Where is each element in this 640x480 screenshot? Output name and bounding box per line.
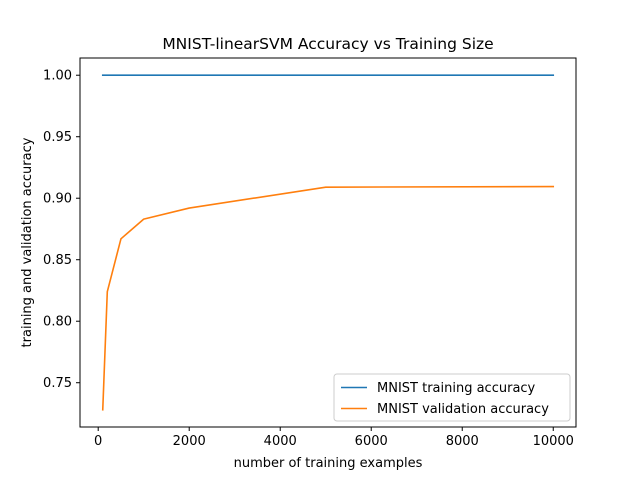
x-tick-label: 4000 xyxy=(264,434,297,449)
legend: MNIST training accuracy MNIST validation … xyxy=(333,373,571,422)
axes-frame xyxy=(79,57,577,428)
y-tick-label: 0.95 xyxy=(43,130,72,145)
series-line-1 xyxy=(101,185,555,411)
y-axis-label: training and validation accuracy xyxy=(20,137,35,347)
x-tick-label: 10000 xyxy=(533,434,574,449)
y-tick-label: 0.85 xyxy=(43,253,72,268)
chart-title: MNIST-linearSVM Accuracy vs Training Siz… xyxy=(162,35,493,53)
x-tick-label: 2000 xyxy=(173,434,206,449)
y-tick-label: 0.90 xyxy=(43,192,72,207)
x-tick-label: 8000 xyxy=(446,434,479,449)
y-tick-label: 0.75 xyxy=(43,376,72,391)
x-tick-label: 0 xyxy=(94,434,102,449)
x-axis: 0 2000 4000 6000 8000 10000 xyxy=(94,427,574,449)
y-tick-label: 1.00 xyxy=(43,69,72,84)
x-tick-label: 6000 xyxy=(355,434,388,449)
legend-entry: MNIST validation accuracy xyxy=(377,402,549,417)
legend-box xyxy=(333,373,571,422)
x-axis-label: number of training examples xyxy=(234,456,423,471)
legend-entry: MNIST training accuracy xyxy=(377,381,536,396)
plot-area xyxy=(101,74,555,411)
y-axis: 0.75 0.80 0.85 0.90 0.95 1.00 xyxy=(43,69,80,391)
y-tick-label: 0.80 xyxy=(43,315,72,330)
